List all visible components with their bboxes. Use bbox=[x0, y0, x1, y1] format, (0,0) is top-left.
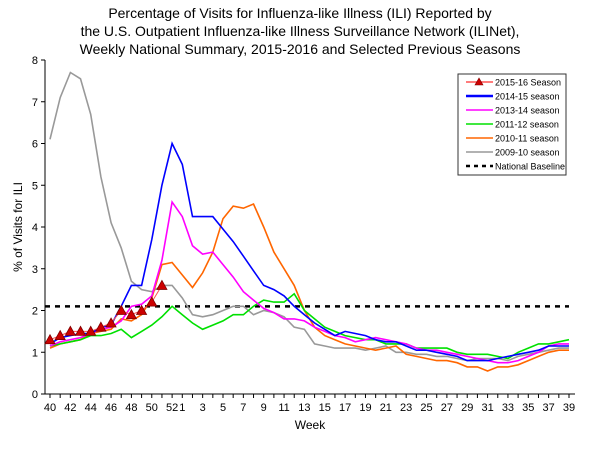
x-tick-label: 23 bbox=[400, 402, 412, 414]
title-line-3: Weekly National Summary, 2015-2016 and S… bbox=[79, 41, 521, 57]
x-tick-label: 46 bbox=[105, 402, 117, 414]
x-tick-label: 11 bbox=[278, 402, 289, 414]
x-tick-label: 39 bbox=[563, 402, 575, 414]
x-tick-label: 25 bbox=[420, 402, 432, 414]
legend-label: National Baseline bbox=[495, 162, 565, 172]
chart-title: Percentage of Visits for Influenza-like … bbox=[0, 4, 600, 58]
data-point-triangle bbox=[135, 304, 148, 315]
y-tick-label: 1 bbox=[32, 347, 38, 359]
y-axis-label: % of Visits for ILI bbox=[11, 182, 25, 272]
x-tick-label: 21 bbox=[380, 402, 392, 414]
data-point-triangle bbox=[74, 325, 87, 336]
x-tick-label: 40 bbox=[44, 402, 56, 414]
x-tick-label: 37 bbox=[543, 402, 555, 414]
x-tick-label: 35 bbox=[522, 402, 534, 414]
series-line-2010-11-season bbox=[49, 202, 569, 372]
data-point-triangle bbox=[146, 296, 158, 307]
data-point-triangle bbox=[115, 304, 127, 315]
y-tick-label: 8 bbox=[32, 55, 38, 67]
data-point-triangle bbox=[85, 325, 97, 336]
x-tick-label: 44 bbox=[85, 402, 97, 414]
title-line-1: Percentage of Visits for Influenza-like … bbox=[108, 5, 492, 21]
x-tick-label: 5 bbox=[220, 402, 226, 414]
series-line-2013-14-season bbox=[49, 199, 569, 364]
x-tick-label: 13 bbox=[298, 402, 310, 414]
x-tick-label: 7 bbox=[240, 402, 246, 414]
data-point-triangle bbox=[105, 317, 117, 328]
series-line-2014-15-season bbox=[49, 141, 569, 362]
x-tick-label: 48 bbox=[125, 402, 137, 414]
y-tick-label: 2 bbox=[32, 306, 38, 318]
x-tick-label: 52 bbox=[166, 402, 178, 414]
x-tick-label: 1 bbox=[179, 402, 185, 414]
data-point-triangle bbox=[125, 308, 138, 320]
x-tick-label: 17 bbox=[339, 402, 351, 414]
x-tick-label: 9 bbox=[261, 402, 267, 414]
x-tick-label: 15 bbox=[319, 402, 331, 414]
y-tick-label: 4 bbox=[32, 222, 38, 234]
x-tick-label: 27 bbox=[441, 402, 453, 414]
series-line-2011-12-season bbox=[49, 292, 570, 360]
legend-label: 2009-10 season bbox=[495, 148, 560, 158]
x-tick-label: 31 bbox=[481, 402, 493, 414]
y-tick-label: 6 bbox=[32, 139, 38, 151]
x-tick-label: 33 bbox=[502, 402, 514, 414]
data-point-triangle bbox=[95, 321, 107, 332]
legend-label: 2010-11 season bbox=[495, 134, 559, 144]
x-tick-label: 50 bbox=[146, 402, 158, 414]
x-tick-label: 3 bbox=[200, 402, 206, 414]
data-point-triangle bbox=[44, 333, 56, 345]
legend-label: 2014-15 season bbox=[495, 92, 560, 102]
legend-label: 2015-16 Season bbox=[495, 78, 561, 88]
data-point-triangle bbox=[64, 325, 77, 336]
legend-label: 2013-14 season bbox=[495, 106, 560, 116]
data-point-triangle bbox=[156, 279, 168, 290]
legend-marker-triangle bbox=[474, 77, 484, 86]
x-axis-label: Week bbox=[295, 418, 326, 432]
x-tick-label: 42 bbox=[64, 402, 76, 414]
legend-label: 2011-12 season bbox=[495, 120, 559, 130]
y-tick-label: 7 bbox=[32, 97, 38, 109]
y-tick-label: 5 bbox=[32, 180, 38, 192]
x-tick-label: 19 bbox=[359, 402, 371, 414]
title-line-2: the U.S. Outpatient Influenza-like Illne… bbox=[80, 23, 520, 39]
x-tick-label: 29 bbox=[461, 402, 473, 414]
y-tick-label: 0 bbox=[32, 389, 38, 401]
data-point-triangle bbox=[54, 329, 66, 340]
y-tick-label: 3 bbox=[32, 264, 38, 276]
